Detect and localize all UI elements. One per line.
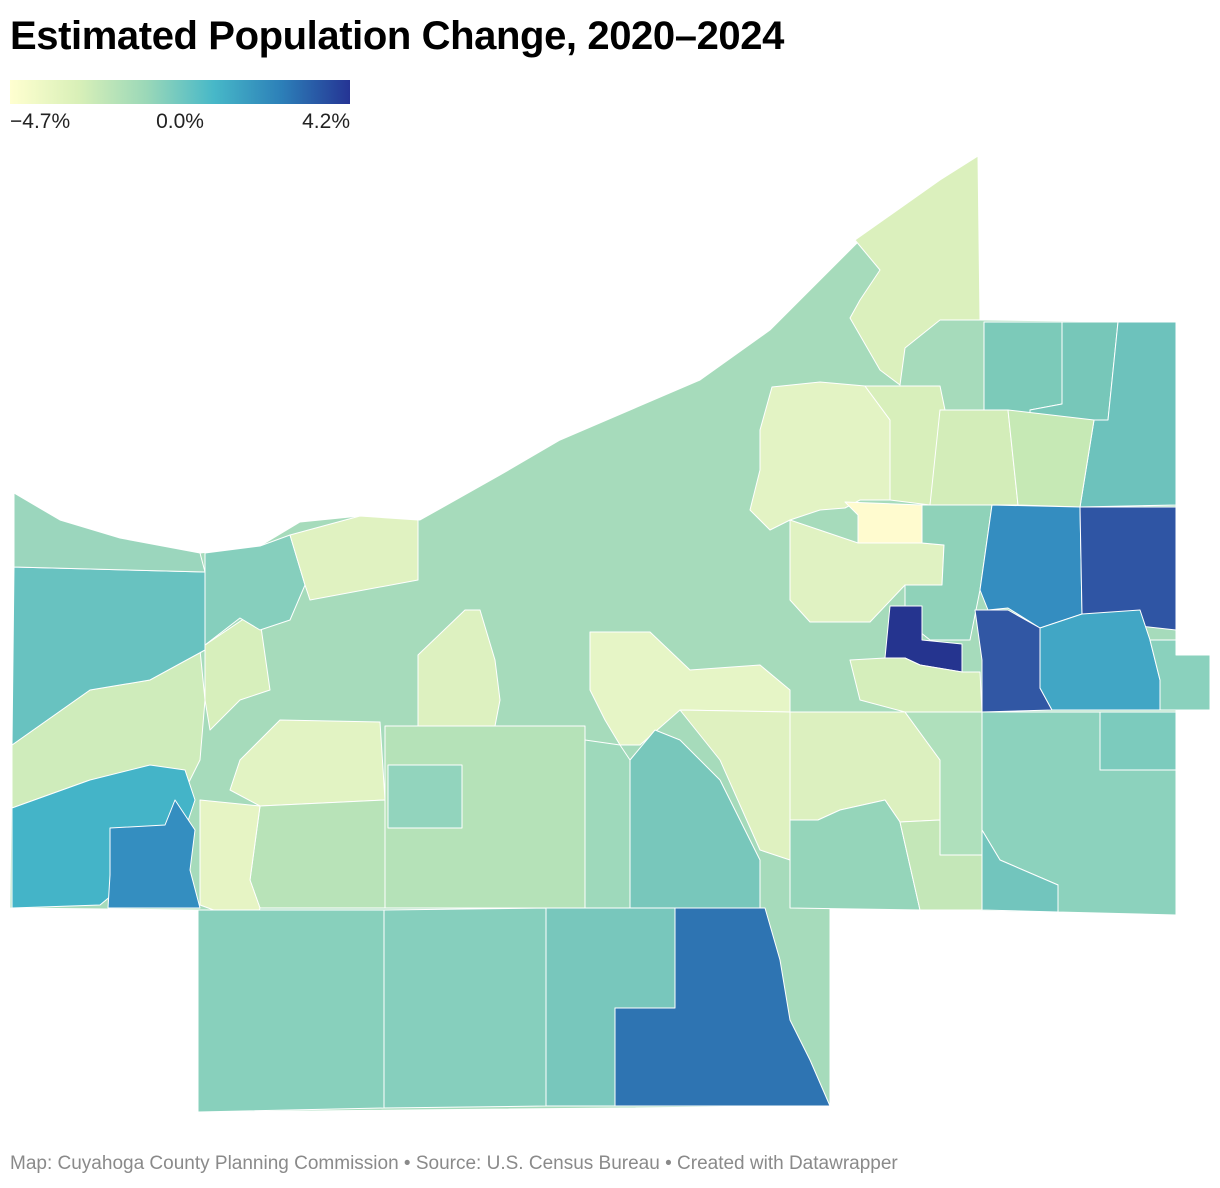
region-east-south-2: [1099, 711, 1177, 771]
region-southwest-2: [107, 799, 201, 909]
region-west-3: [199, 799, 261, 926]
region-east-4: [1007, 409, 1095, 508]
municipality-regions: [9, 155, 1211, 1113]
region-west-8: [289, 515, 419, 601]
region-west-7: [204, 534, 306, 646]
county-map: [9, 155, 1211, 1113]
region-central-3: [679, 709, 791, 861]
legend-gradient-bar: [10, 80, 350, 104]
legend-mid-label: 0.0%: [156, 110, 204, 133]
region-east-edge: [1149, 639, 1211, 711]
region-east-blue-4: [1039, 609, 1161, 711]
map-title: Estimated Population Change, 2020–2024: [10, 14, 784, 58]
region-river-1: [584, 739, 631, 909]
region-south-1: [197, 909, 385, 1113]
region-west-2: [249, 799, 386, 909]
footer-credit: Map: Cuyahoga County Planning Commission…: [10, 1153, 898, 1174]
region-south-east-2: [899, 819, 983, 911]
region-east-blue-2: [1079, 506, 1177, 631]
region-south-blue: [614, 907, 831, 1107]
region-central-1: [849, 657, 983, 713]
region-west-lakeshore: [13, 492, 206, 573]
legend-min-label: −4.7%: [10, 110, 71, 133]
legend-max-label: 4.2%: [302, 110, 350, 133]
region-central-west-3: [387, 764, 463, 829]
region-south-2: [383, 907, 547, 1109]
region-east-lakeshore: [849, 155, 981, 386]
region-south-east-1: [789, 799, 921, 911]
color-legend: −4.7% 0.0% 4.2%: [10, 80, 350, 138]
region-east-3: [929, 409, 1019, 506]
